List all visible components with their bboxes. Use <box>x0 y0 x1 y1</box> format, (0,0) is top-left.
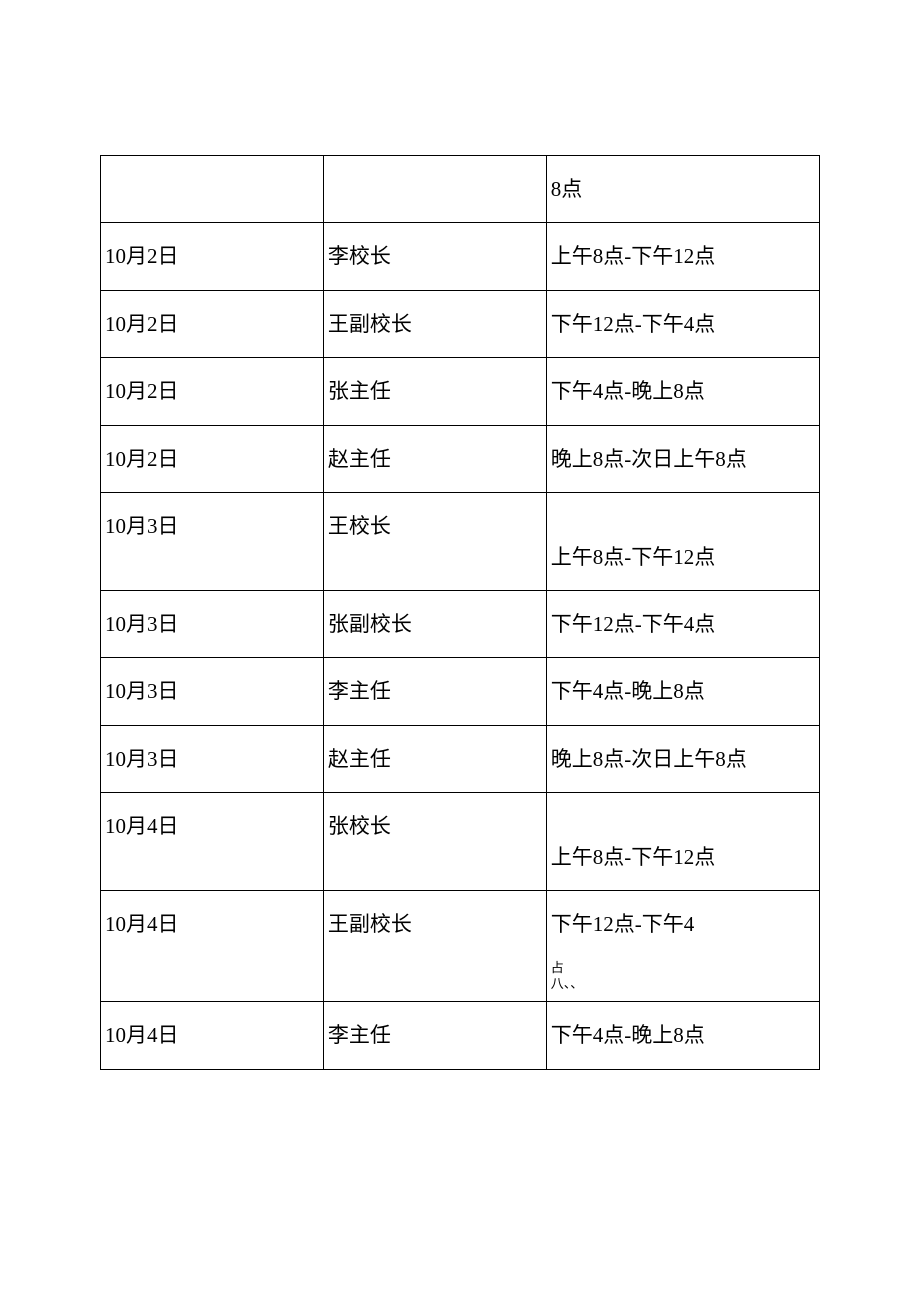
person-cell: 张校长 <box>323 793 546 891</box>
table-row: 10月3日 李主任 下午4点-晚上8点 <box>101 658 820 725</box>
table-row: 10月2日 李校长 上午8点-下午12点 <box>101 223 820 290</box>
date-cell: 10月3日 <box>101 658 324 725</box>
date-cell: 10月4日 <box>101 891 324 1002</box>
time-cell: 下午12点-下午4点 <box>546 290 819 357</box>
date-cell: 10月2日 <box>101 290 324 357</box>
person-cell: 王副校长 <box>323 891 546 1002</box>
person-cell: 赵主任 <box>323 425 546 492</box>
time-cell: 上午8点-下午12点 <box>546 223 819 290</box>
table-row: 10月3日 张副校长 下午12点-下午4点 <box>101 590 820 657</box>
time-cell: 晚上8点-次日上午8点 <box>546 725 819 792</box>
person-cell: 张主任 <box>323 358 546 425</box>
time-cell: 下午4点-晚上8点 <box>546 1002 819 1069</box>
date-cell: 10月2日 <box>101 223 324 290</box>
date-cell: 10月4日 <box>101 793 324 891</box>
time-extra-text: 占八、、 <box>551 960 815 994</box>
table-row: 10月3日 王校长 上午8点-下午12点 <box>101 492 820 590</box>
time-cell: 上午8点-下午12点 <box>546 492 819 590</box>
person-cell: 王副校长 <box>323 290 546 357</box>
time-cell: 下午12点-下午4点 <box>546 590 819 657</box>
person-cell: 李主任 <box>323 658 546 725</box>
table-row: 10月4日 李主任 下午4点-晚上8点 <box>101 1002 820 1069</box>
person-cell: 李校长 <box>323 223 546 290</box>
person-cell: 张副校长 <box>323 590 546 657</box>
date-cell: 10月3日 <box>101 590 324 657</box>
person-cell: 赵主任 <box>323 725 546 792</box>
table-row: 10月2日 赵主任 晚上8点-次日上午8点 <box>101 425 820 492</box>
time-cell: 晚上8点-次日上午8点 <box>546 425 819 492</box>
table-row: 10月4日 王副校长 下午12点-下午4 占八、、 <box>101 891 820 1002</box>
time-cell: 下午12点-下午4 占八、、 <box>546 891 819 1002</box>
date-cell: 10月3日 <box>101 492 324 590</box>
date-cell: 10月2日 <box>101 425 324 492</box>
date-cell <box>101 156 324 223</box>
table-row: 10月2日 张主任 下午4点-晚上8点 <box>101 358 820 425</box>
person-cell <box>323 156 546 223</box>
time-text: 下午12点-下午4 <box>551 912 695 936</box>
person-cell: 王校长 <box>323 492 546 590</box>
table-row: 10月3日 赵主任 晚上8点-次日上午8点 <box>101 725 820 792</box>
table-row: 8点 <box>101 156 820 223</box>
person-cell: 李主任 <box>323 1002 546 1069</box>
duty-schedule-table: 8点 10月2日 李校长 上午8点-下午12点 10月2日 王副校长 下午12点… <box>100 155 820 1070</box>
time-cell: 下午4点-晚上8点 <box>546 658 819 725</box>
time-cell: 上午8点-下午12点 <box>546 793 819 891</box>
time-cell: 8点 <box>546 156 819 223</box>
table-row: 10月2日 王副校长 下午12点-下午4点 <box>101 290 820 357</box>
date-cell: 10月3日 <box>101 725 324 792</box>
date-cell: 10月2日 <box>101 358 324 425</box>
table-row: 10月4日 张校长 上午8点-下午12点 <box>101 793 820 891</box>
time-cell: 下午4点-晚上8点 <box>546 358 819 425</box>
table-body: 8点 10月2日 李校长 上午8点-下午12点 10月2日 王副校长 下午12点… <box>101 156 820 1070</box>
date-cell: 10月4日 <box>101 1002 324 1069</box>
